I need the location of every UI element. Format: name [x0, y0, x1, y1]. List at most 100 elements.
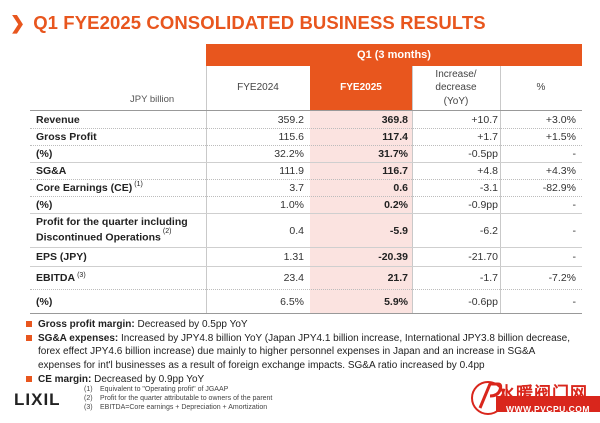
row-divider	[30, 196, 582, 197]
footnote: (2) Profit for the quarter attributable t…	[84, 395, 272, 404]
header-yoy-line1: Increase/	[435, 68, 477, 80]
col-divider	[206, 66, 207, 314]
cell-yoy: +10.7	[471, 113, 498, 126]
row-divider	[30, 266, 582, 267]
row-divider	[30, 128, 582, 129]
header-fye2024: FYE2024	[237, 82, 279, 94]
cell-yoy: -0.6pp	[468, 295, 498, 308]
cell-fye2024: 3.7	[289, 181, 304, 194]
note-heading: SG&A expenses:	[38, 333, 119, 345]
watermark-logo-icon	[471, 381, 600, 415]
cell-percent: -	[572, 198, 577, 211]
cell-fye2025: 5.9%	[384, 295, 408, 308]
row-label: (%)	[36, 147, 53, 160]
note-heading: Gross profit margin:	[38, 319, 135, 330]
note-item: SG&A expenses: Increased by JPY4.8 billi…	[26, 332, 574, 372]
row-label-text: Core Earnings (CE)	[36, 181, 133, 194]
footnote-ref: (2)	[162, 228, 172, 236]
table-row: Profit for the quarter including Discont…	[30, 214, 582, 247]
row-divider	[30, 213, 582, 214]
table-row: Revenue 359.2 369.8 +10.7 +3.0%	[30, 111, 582, 128]
note-heading: CE margin:	[38, 373, 92, 385]
cell-fye2025: 21.7	[387, 272, 408, 284]
watermark-text: 水暖阀门网	[498, 384, 588, 404]
square-bullet-icon	[26, 321, 32, 327]
note-text: Gross profit margin: Decreased by 0.5pp …	[38, 318, 248, 331]
row-label: EBITDA (3)	[36, 267, 86, 289]
footnote-number: (3)	[84, 403, 93, 411]
slide-title-text: Q1 FYE2025 CONSOLIDATED BUSINESS RESULTS	[33, 12, 486, 33]
row-label-line2: Discontinued Operations	[36, 231, 161, 244]
row-label: Gross Profit	[36, 130, 97, 143]
table-header-rule	[30, 110, 582, 111]
footnote-text: EBITDA=Core earnings + Depreciation + Am…	[100, 403, 268, 411]
cell-percent: -7.2%	[548, 272, 576, 284]
note-body: Increased by JPY4.8 billion YoY (Japan J…	[38, 333, 570, 371]
row-label: Core Earnings (CE) (1)	[36, 179, 143, 196]
note-text: CE margin: Decreased by 0.9pp YoY	[38, 373, 204, 386]
cell-yoy: -3.1	[479, 181, 498, 194]
header-yoy-line2: decrease	[435, 82, 477, 94]
row-label: (%)	[36, 198, 53, 211]
cell-fye2025: -20.39	[378, 251, 408, 263]
table-row: (%) 32.2% 31.7% -0.5pp -	[30, 145, 582, 162]
cell-fye2025: -5.9	[389, 224, 408, 237]
cell-yoy: +4.8	[477, 164, 498, 177]
cell-percent: +4.3%	[545, 164, 576, 177]
row-divider	[30, 145, 582, 146]
row-label: SG&A	[36, 164, 67, 177]
row-divider	[30, 247, 582, 248]
note-body: Decreased by 0.5pp YoY	[134, 319, 248, 330]
cell-percent: -	[572, 295, 577, 308]
square-bullet-icon	[26, 335, 32, 342]
footnote-text: Profit for the quarter attributable to o…	[100, 394, 273, 402]
footnote-number: (1)	[84, 386, 93, 393]
footnote-ref: (3)	[77, 271, 86, 279]
table-row: Gross Profit 115.6 117.4 +1.7 +1.5%	[30, 128, 582, 145]
cell-fye2024: 1.31	[283, 251, 304, 263]
cell-yoy: -0.5pp	[468, 147, 498, 160]
cell-percent: -	[572, 224, 577, 237]
table-row: EPS (JPY) 1.31 -20.39 -21.70 -	[30, 248, 582, 266]
cell-yoy: -6.2	[479, 224, 498, 237]
table-row: EBITDA (3) 23.4 21.7 -1.7 -7.2%	[30, 267, 582, 289]
cell-fye2024: 6.5%	[280, 295, 304, 308]
cell-fye2025: 369.8	[381, 113, 408, 126]
row-label: EPS (JPY)	[36, 251, 87, 263]
row-label: (%)	[36, 295, 53, 308]
cell-fye2024: 32.2%	[274, 147, 304, 160]
chevron-right-icon: ❯	[10, 12, 26, 33]
header-fye2025: FYE2025	[310, 66, 412, 110]
footnote: (1) Equivalent to "Operating profit" of J…	[84, 386, 272, 395]
note-item: CE margin: Decreased by 0.9pp YoY	[26, 373, 574, 386]
cell-yoy: +1.7	[477, 130, 498, 143]
note-text: SG&A expenses: Increased by JPY4.8 billi…	[38, 332, 574, 372]
cell-fye2025: 0.6	[393, 181, 408, 194]
row-divider	[30, 162, 582, 163]
table-row: Core Earnings (CE) (1) 3.7 0.6 -3.1 -82.9…	[30, 179, 582, 196]
cell-percent: -	[572, 251, 577, 263]
cell-fye2024: 0.4	[289, 224, 304, 237]
unit-label: JPY billion	[130, 94, 175, 105]
table-row: SG&A 111.9 116.7 +4.8 +4.3%	[30, 162, 582, 179]
note-item: Gross profit margin: Decreased by 0.5pp …	[26, 318, 574, 331]
cell-fye2025: 0.2%	[384, 198, 408, 211]
cell-yoy: -1.7	[479, 272, 498, 284]
table-bottom-rule	[30, 313, 582, 314]
footnote: (3) EBITDA=Core earnings + Depreciation +…	[84, 404, 272, 413]
cell-yoy: -21.70	[468, 251, 498, 263]
table-row: (%) 1.0% 0.2% -0.9pp -	[30, 196, 582, 213]
col-divider	[412, 66, 413, 314]
cell-fye2025: 31.7%	[378, 147, 408, 160]
row-divider	[30, 289, 582, 290]
cell-fye2024: 111.9	[279, 164, 304, 177]
cell-percent: +3.0%	[545, 113, 576, 126]
lixil-logo: LIXIL	[14, 390, 61, 409]
footnotes: (1) Equivalent to "Operating profit" of J…	[84, 386, 272, 412]
col-divider	[500, 66, 501, 314]
cell-fye2025: 116.7	[382, 164, 408, 177]
watermark-url: WWW.PVCPU.COM	[506, 404, 590, 414]
slide-title: ❯ Q1 FYE2025 CONSOLIDATED BUSINESS RESUL…	[10, 10, 486, 36]
cell-fye2024: 23.4	[283, 272, 304, 284]
period-header-band: Q1 (3 months)	[206, 44, 582, 66]
